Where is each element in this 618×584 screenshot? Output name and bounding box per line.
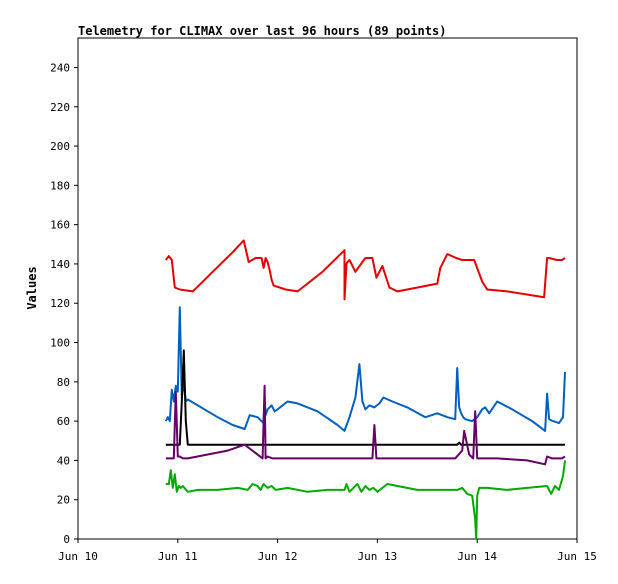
y-tick-label: 240: [50, 61, 70, 74]
y-tick-label: 140: [50, 258, 70, 271]
y-axis: 0 20 40 60 80 100 120 140 160 180 200 220 240: [50, 61, 78, 546]
y-tick-label: 60: [57, 415, 70, 428]
y-axis-label: Values: [25, 266, 39, 309]
y-tick-label: 40: [57, 454, 70, 467]
series-line-5: [165, 460, 566, 540]
series-line-3: [165, 349, 565, 446]
chart-title: Telemetry for CLIMAX over last 96 hours …: [78, 24, 446, 38]
x-tick-label: Jun 14: [457, 550, 497, 563]
x-tick-label: Jun 11: [158, 550, 198, 563]
x-tick-label: Jun 10: [58, 550, 98, 563]
plot-area: [77, 37, 578, 540]
x-tick-label: Jun 15: [557, 550, 597, 563]
x-tick-label: Jun 13: [358, 550, 398, 563]
y-tick-label: 180: [50, 179, 70, 192]
y-tick-label: 100: [50, 337, 70, 350]
series-layer: [164, 239, 566, 540]
y-tick-label: 20: [57, 494, 70, 507]
y-tick-label: 160: [50, 219, 70, 232]
y-tick-label: 200: [50, 140, 70, 153]
y-tick-label: 220: [50, 101, 70, 114]
y-tick-label: 120: [50, 297, 70, 310]
x-axis: Jun 10 Jun 11 Jun 12 Jun 13 Jun 14 Jun 15: [58, 539, 597, 563]
series-line-4: [165, 384, 566, 466]
series-line-1: [165, 239, 566, 301]
y-tick-label: 0: [63, 533, 70, 546]
y-tick-label: 80: [57, 376, 70, 389]
series-line-2: [164, 306, 566, 432]
x-tick-label: Jun 12: [258, 550, 298, 563]
